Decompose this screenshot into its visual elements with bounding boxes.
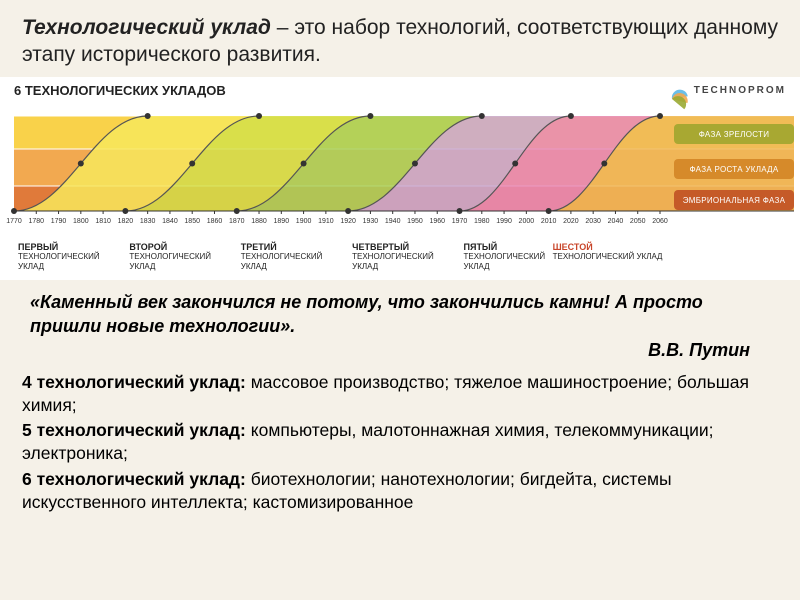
svg-text:1990: 1990 [496, 218, 512, 225]
svg-text:1850: 1850 [184, 218, 200, 225]
chart-header: 6 ТЕХНОЛОГИЧЕСКИХ УКЛАДОВ TECHNOPROM [0, 77, 800, 101]
svg-text:1940: 1940 [385, 218, 401, 225]
details-block: 4 технологический уклад: массовое произв… [0, 367, 800, 526]
logo-text: TECHNOPROM [694, 85, 786, 96]
svg-text:1770: 1770 [6, 218, 22, 225]
quote-author: В.В. Путин [0, 340, 800, 367]
svg-text:1860: 1860 [207, 218, 223, 225]
quote-text: «Каменный век закончился не потому, что … [0, 280, 800, 341]
svg-text:1920: 1920 [340, 218, 356, 225]
wave-label: ПЯТЫЙТЕХНОЛОГИЧЕСКИЙ УКЛАД [460, 242, 549, 272]
svg-text:1870: 1870 [229, 218, 245, 225]
svg-text:2000: 2000 [519, 218, 535, 225]
chart-title: 6 ТЕХНОЛОГИЧЕСКИХ УКЛАДОВ [14, 83, 226, 98]
logo: TECHNOPROM [672, 83, 786, 99]
svg-text:1950: 1950 [407, 218, 423, 225]
logo-icon [672, 83, 690, 99]
svg-text:2030: 2030 [585, 218, 601, 225]
svg-text:1930: 1930 [363, 218, 379, 225]
wave-labels-row: ПЕРВЫЙТЕХНОЛОГИЧЕСКИЙ УКЛАДВТОРОЙТЕХНОЛО… [0, 240, 800, 280]
detail-line: 4 технологический уклад: массовое произв… [22, 371, 778, 417]
svg-text:2020: 2020 [563, 218, 579, 225]
wave-label: ВТОРОЙТЕХНОЛОГИЧЕСКИЙ УКЛАД [125, 242, 236, 272]
svg-text:1790: 1790 [51, 218, 67, 225]
detail-line: 5 технологический уклад: компьютеры, мал… [22, 419, 778, 465]
wave-label: ШЕСТОЙТЕХНОЛОГИЧЕСКИЙ УКЛАД [549, 242, 794, 272]
phase-label: ФАЗА ЗРЕЛОСТИ [674, 124, 794, 144]
svg-text:1910: 1910 [318, 218, 334, 225]
svg-text:1880: 1880 [251, 218, 267, 225]
svg-text:2040: 2040 [608, 218, 624, 225]
svg-text:2060: 2060 [652, 218, 668, 225]
svg-text:1960: 1960 [429, 218, 445, 225]
svg-text:1820: 1820 [118, 218, 134, 225]
svg-text:1780: 1780 [28, 218, 44, 225]
svg-text:1970: 1970 [452, 218, 468, 225]
phase-label: ЭМБРИОНАЛЬНАЯ ФАЗА [674, 190, 794, 210]
wave-label: ЧЕТВЕРТЫЙТЕХНОЛОГИЧЕСКИЙ УКЛАД [348, 242, 459, 272]
detail-line: 6 технологический уклад: биотехнологии; … [22, 468, 778, 514]
chart-container: 6 ТЕХНОЛОГИЧЕСКИХ УКЛАДОВ TECHNOPROM 177… [0, 77, 800, 280]
svg-text:1900: 1900 [296, 218, 312, 225]
wave-label: ТРЕТИЙТЕХНОЛОГИЧЕСКИЙ УКЛАД [237, 242, 348, 272]
svg-text:1830: 1830 [140, 218, 156, 225]
svg-text:2010: 2010 [541, 218, 557, 225]
svg-text:1800: 1800 [73, 218, 89, 225]
page-title: Технологический уклад – это набор технол… [0, 0, 800, 77]
wave-label: ПЕРВЫЙТЕХНОЛОГИЧЕСКИЙ УКЛАД [14, 242, 125, 272]
svg-text:2050: 2050 [630, 218, 646, 225]
title-term: Технологический уклад [22, 16, 271, 39]
phase-label: ФАЗА РОСТА УКЛАДА [674, 159, 794, 179]
svg-text:1810: 1810 [95, 218, 111, 225]
chart-svg-wrap: 1770 1780 1790 1800 1810 1820 1830 1840 1850 1860… [0, 101, 800, 240]
svg-text:1890: 1890 [274, 218, 290, 225]
svg-text:1840: 1840 [162, 218, 178, 225]
svg-text:1980: 1980 [474, 218, 490, 225]
